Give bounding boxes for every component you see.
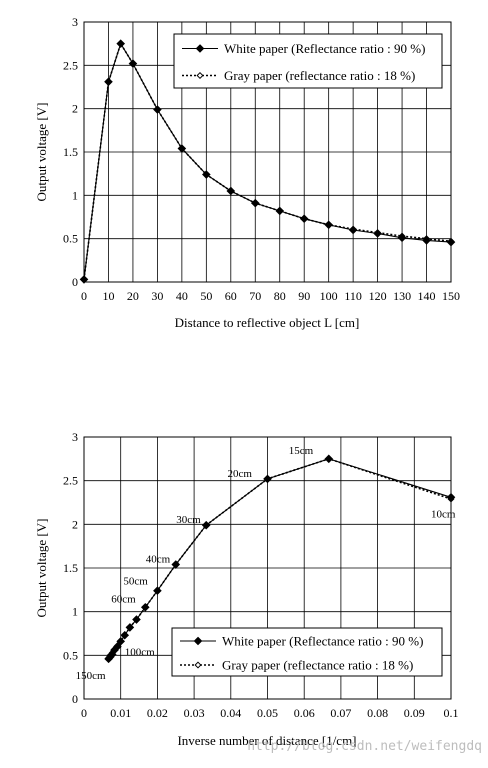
distance-annotation: 100cm: [125, 646, 155, 658]
data-point-white-paper: [140, 602, 150, 612]
x-tick-label: 150: [442, 289, 460, 303]
legend-marker: [193, 636, 203, 646]
x-tick-label: 0.01: [110, 706, 131, 720]
legend-label: White paper (Reflectance ratio : 90 %): [222, 634, 423, 649]
x-tick-label: 130: [393, 289, 411, 303]
legend-marker: [196, 71, 204, 80]
y-axis-title: Output voltage [V]: [34, 103, 49, 202]
legend-label: White paper (Reflectance ratio : 90 %): [224, 41, 425, 56]
data-point-white-paper: [422, 236, 431, 245]
data-point-white-paper: [153, 105, 162, 114]
y-tick-label: 1.5: [63, 561, 78, 575]
data-point-white-paper: [125, 623, 135, 632]
x-tick-label: 10: [102, 289, 114, 303]
watermark-text: http://blog.csdn.net/weifengdq: [247, 739, 482, 754]
x-tick-label: 0.02: [147, 706, 168, 720]
data-point-white-paper: [132, 615, 141, 624]
x-tick-label: 0.06: [294, 706, 315, 720]
y-tick-label: 2.5: [63, 474, 78, 488]
data-point-white-paper: [79, 275, 89, 284]
distance-annotation: 20cm: [228, 468, 253, 480]
x-tick-label: 80: [274, 289, 286, 303]
y-axis-title: Output voltage [V]: [34, 519, 49, 618]
y-tick-label: 2: [72, 517, 78, 531]
x-tick-label: 40: [176, 289, 188, 303]
x-tick-label: 20: [127, 289, 139, 303]
data-point-white-paper: [446, 492, 456, 502]
x-tick-label: 120: [369, 289, 387, 303]
distance-annotation: 10cm: [431, 508, 456, 520]
x-tick-label: 140: [418, 289, 436, 303]
x-tick-label: 0.04: [220, 706, 241, 720]
chart-1: 0 10 20 30 40 50 60 70 80 90 100 110 120 130 140 150 0 0.…: [34, 15, 460, 330]
distance-annotation: 60cm: [111, 593, 136, 605]
distance-annotation: 40cm: [146, 554, 171, 566]
chart-2: 0 0.01 0.02 0.03 0.04 0.05 0.06 0.07 0.08 0.09 0.1…: [34, 430, 459, 748]
legend: White paper (Reflectance ratio : 90 %) Gr…: [173, 33, 443, 89]
data-point-white-paper: [116, 637, 126, 646]
x-tick-label: 0.05: [257, 706, 278, 720]
data-point-white-paper: [373, 229, 382, 238]
x-tick-label: 0: [81, 706, 87, 720]
legend-label: Gray paper (reflectance ratio : 18 %): [222, 658, 413, 673]
x-tick-label: 0.09: [404, 706, 425, 720]
data-point-white-paper: [120, 630, 130, 640]
legend-box: [173, 33, 443, 89]
y-tick-label: 3: [72, 430, 78, 444]
legend-label: Gray paper (reflectance ratio : 18 %): [224, 68, 415, 83]
y-tick-label: 0: [72, 692, 78, 706]
x-tick-label: 30: [151, 289, 163, 303]
data-point-white-paper: [201, 520, 211, 530]
data-point-white-paper: [250, 198, 260, 208]
x-tick-label: 0.03: [184, 706, 205, 720]
data-point-white-paper: [202, 170, 211, 179]
x-axis-title: Inverse number of distance [1/cm]: [177, 733, 356, 748]
legend: White paper (Reflectance ratio : 90 %) Gr…: [171, 627, 443, 677]
data-point-white-paper: [397, 233, 407, 243]
data-point-white-paper: [275, 206, 285, 216]
y-tick-label: 1.5: [63, 145, 78, 159]
y-tick-label: 0: [72, 275, 78, 289]
legend-box: [171, 627, 443, 677]
y-tick-label: 0.5: [63, 232, 78, 246]
data-point-white-paper: [324, 220, 333, 230]
y-tick-label: 0.5: [63, 648, 78, 662]
distance-annotation: 30cm: [176, 514, 201, 526]
data-point-white-paper: [226, 186, 236, 196]
y-tick-label: 2.5: [63, 58, 78, 72]
legend-marker: [195, 44, 205, 53]
y-tick-label: 1: [72, 605, 78, 619]
data-point-white-paper: [299, 214, 309, 224]
x-axis-title: Distance to reflective object L [cm]: [175, 315, 360, 330]
x-tick-label: 90: [298, 289, 310, 303]
data-point-white-paper: [104, 77, 113, 87]
x-tick-label: 70: [249, 289, 261, 303]
data-point-white-paper: [177, 144, 187, 153]
x-tick-label: 60: [225, 289, 237, 303]
data-point-white-paper: [324, 454, 334, 464]
legend-marker: [194, 661, 202, 669]
data-point-white-paper: [348, 225, 358, 235]
data-point-white-paper: [171, 560, 181, 569]
x-tick-label: 0: [81, 289, 87, 303]
x-tick-label: 110: [344, 289, 362, 303]
distance-annotation: 50cm: [123, 576, 148, 588]
y-tick-label: 1: [72, 188, 78, 202]
data-point-white-paper: [116, 39, 126, 48]
data-point-white-paper: [128, 59, 138, 68]
x-tick-label: 100: [320, 289, 338, 303]
x-tick-label: 0.07: [330, 706, 351, 720]
y-tick-label: 3: [72, 15, 78, 29]
distance-annotation: 15cm: [289, 445, 314, 457]
distance-annotation: 150cm: [76, 670, 106, 682]
data-point-white-paper: [263, 474, 272, 484]
x-tick-label: 50: [200, 289, 212, 303]
x-tick-label: 0.1: [444, 706, 459, 720]
x-tick-label: 0.08: [367, 706, 388, 720]
data-point-white-paper: [153, 586, 162, 596]
data-point-white-paper: [104, 654, 113, 664]
y-tick-label: 2: [72, 102, 78, 116]
data-point-white-paper: [446, 237, 456, 247]
